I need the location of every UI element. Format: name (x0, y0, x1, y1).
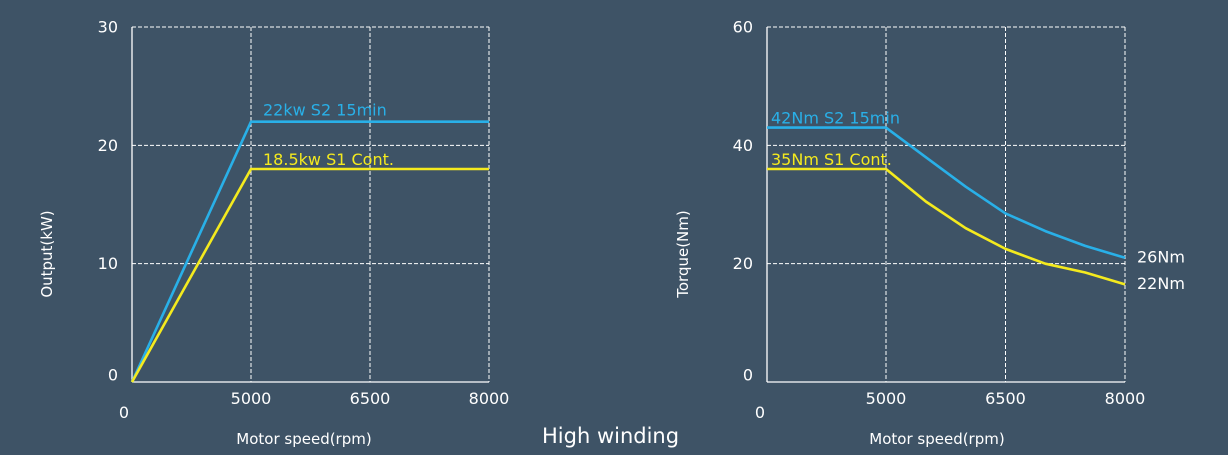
output-chart: 0 10 20 30 0 5000 6500 8000 Motor speed(rpm) Outp… (38, 18, 509, 449)
x-tick-label: 0 (755, 403, 765, 422)
x-axis-label: Motor speed(rpm) (869, 430, 1004, 448)
series-line (130, 120, 489, 383)
x-tick-label: 0 (119, 403, 129, 422)
series-line (767, 167, 1126, 286)
series-label: 18.5kw S1 Cont. (263, 150, 394, 169)
y-tick-label: 30 (98, 18, 118, 37)
y-tick-label: 0 (108, 366, 118, 385)
y-axis-label: Output(kW) (38, 210, 56, 297)
y-tick-label: 40 (733, 136, 753, 155)
x-tick-label: 8000 (1105, 389, 1146, 408)
torque-chart: 0 20 40 60 0 5000 6500 8000 Motor speed(rpm) Torq… (674, 18, 1185, 449)
series-label: 42Nm S2 15min (771, 109, 900, 128)
x-tick-label: 5000 (866, 389, 907, 408)
series-end-label: 22Nm (1137, 274, 1185, 293)
y-tick-label: 20 (98, 136, 118, 155)
x-tick-label: 5000 (231, 389, 272, 408)
y-tick-label: 20 (733, 254, 753, 273)
x-tick-label: 6500 (350, 389, 391, 408)
y-tick-label: 0 (743, 366, 753, 385)
series-label: 35Nm S1 Cont. (771, 150, 892, 169)
series-end-label: 26Nm (1137, 247, 1185, 266)
y-axis-label: Torque(Nm) (674, 210, 692, 299)
y-tick-label: 60 (733, 18, 753, 37)
x-axis-label: Motor speed(rpm) (236, 430, 371, 448)
winding-caption: High winding (542, 424, 680, 448)
x-tick-label: 8000 (469, 389, 510, 408)
y-tick-label: 10 (98, 254, 118, 273)
series-label: 22kw S2 15min (263, 101, 387, 120)
series-line (130, 167, 489, 383)
x-tick-label: 6500 (985, 389, 1026, 408)
series-line (767, 126, 1126, 260)
